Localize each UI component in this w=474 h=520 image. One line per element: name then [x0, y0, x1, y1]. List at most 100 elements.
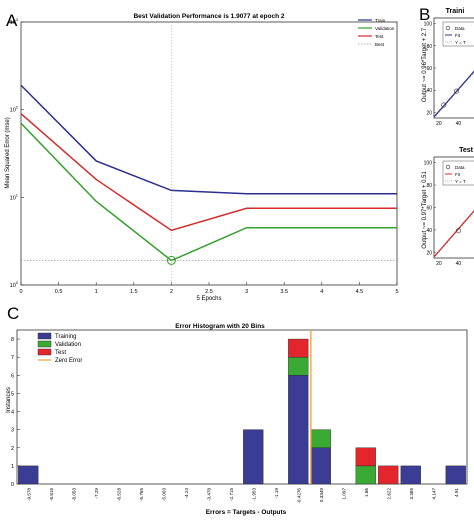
histogram-x-tick-label: -8.815 — [49, 488, 54, 501]
performance-x-tick-label: 4 — [320, 289, 323, 295]
histogram-bar-validation — [310, 429, 331, 448]
histogram-x-tick-label: -1.953 — [251, 488, 256, 501]
test-legend-label: Data — [455, 165, 465, 170]
histogram-legend-swatch-test — [37, 348, 52, 356]
test-title: Test — [459, 147, 474, 154]
performance-y-tick-label: 103 — [10, 17, 19, 26]
performance-y-tick-label: 102 — [10, 105, 19, 114]
histogram-legend-label-training: Training — [55, 334, 76, 340]
performance-x-tick-label: 4.5 — [356, 289, 364, 295]
test-legend-label: Fit — [455, 172, 461, 177]
best-performance-marker — [166, 255, 176, 265]
histogram-legend-label-validation: Validation — [55, 342, 81, 348]
histogram-bar-validation — [355, 465, 376, 485]
legend-label-validation: Validation — [375, 26, 395, 31]
test-y-axis-label: Output ~= 0.97*Target + 0.51 — [422, 171, 428, 249]
histogram-y-axis-label: Instances — [6, 387, 12, 413]
histogram-legend-swatch-training — [37, 332, 52, 340]
histogram-x-tick-label: -9.578 — [26, 488, 31, 501]
training-fit-line — [433, 70, 474, 118]
histogram-bar-training — [243, 429, 264, 485]
histogram-x-tick-label: -3.478 — [206, 488, 211, 501]
test-y-tick-label: 80 — [426, 183, 432, 189]
performance-x-tick-label: 5 — [395, 289, 398, 295]
histogram-legend-swatch-validation — [37, 340, 52, 348]
performance-x-tick-label: 2 — [170, 289, 173, 295]
histogram-x-tick-label: 4.91 — [454, 488, 459, 497]
histogram-x-tick-label: -1.19 — [274, 488, 279, 499]
performance-plot: Best Validation Performance is 1.9077 at… — [5, 13, 399, 302]
performance-x-tick-label: 1 — [95, 289, 98, 295]
histogram-x-tick-label: 1.86 — [364, 488, 369, 497]
histogram-x-tick-label: -5.003 — [161, 488, 166, 501]
performance-x-tick-label: 3.5 — [280, 289, 288, 295]
test-fit-line — [433, 210, 474, 258]
histogram-y-tick-label: 1 — [11, 464, 14, 470]
histogram-y-tick-label: 8 — [11, 337, 14, 343]
histogram-legend-label-test: Test — [55, 350, 66, 356]
performance-x-tick-label: 0 — [19, 289, 22, 295]
histogram-x-tick-label: -6.528 — [116, 488, 121, 501]
performance-x-tick-label: 2.5 — [205, 289, 213, 295]
histogram-x-tick-label: 0.3349 — [319, 488, 324, 502]
histogram-x-tick-label: 4.147 — [431, 488, 436, 500]
histogram-axes-box — [16, 329, 468, 485]
test-y-tick-label: 40 — [426, 228, 432, 234]
legend-label-best: Best — [375, 42, 385, 47]
legend-label-test: Test — [375, 34, 384, 39]
series-line-test — [20, 113, 397, 232]
test-data-point — [455, 228, 461, 234]
histogram-bar-training — [310, 447, 331, 485]
histogram-x-tick-label: -7.29 — [94, 488, 99, 499]
test-legend-label: Y = T — [455, 179, 466, 184]
training-y-tick-label: 40 — [426, 88, 432, 94]
series-line-train — [20, 84, 397, 195]
training-x-tick-label: 20 — [436, 121, 442, 127]
histogram-x-tick-label: -5.765 — [139, 488, 144, 501]
training-data-point — [441, 102, 447, 108]
histogram-x-tick-label: 3.385 — [409, 488, 414, 500]
performance-title: Best Validation Performance is 1.9077 at… — [133, 13, 284, 20]
performance-y-axis-label: Mean Squared Error (mse) — [5, 117, 11, 188]
test-y-tick-label: 60 — [426, 206, 432, 212]
histogram-y-tick-label: 3 — [11, 428, 14, 434]
performance-y-tick-label: 100 — [10, 280, 19, 289]
error-histogram: Error Histogram with 20 Bins Instances E… — [6, 323, 468, 516]
legend-label-train: Train — [375, 18, 386, 23]
histogram-y-tick-label: 2 — [11, 446, 14, 452]
histogram-y-tick-label: 5 — [11, 391, 14, 397]
histogram-bar-validation — [288, 356, 309, 376]
histogram-bar-test — [355, 447, 376, 467]
test-y-tick-label: 100 — [424, 161, 433, 167]
histogram-x-tick-label: -4.24 — [184, 488, 189, 499]
histogram-title: Error Histogram with 20 Bins — [175, 323, 265, 330]
performance-x-tick-label: 0.5 — [55, 289, 63, 295]
panel-label-b: B — [419, 5, 430, 24]
training-legend-label: Y = T — [455, 40, 466, 45]
training-y-tick-label: 60 — [426, 66, 432, 72]
training-title: Traini — [446, 8, 465, 15]
test-y-tick-label: 20 — [426, 250, 432, 256]
training-legend-label: Data — [455, 26, 465, 31]
histogram-x-tick-label: 2.622 — [386, 488, 391, 500]
performance-axes-box — [20, 21, 398, 286]
training-x-tick-label: 40 — [456, 121, 462, 127]
histogram-bar-training — [18, 465, 39, 485]
panel-label-c: C — [7, 304, 19, 323]
training-data-point — [453, 88, 459, 94]
training-y-axis-label: Output ~= 0.96*Target + 2.7 — [422, 27, 428, 102]
training-regression-plot: Traini Output ~= 0.96*Target + 2.7 20 40 6… — [422, 8, 474, 127]
training-legend-marker — [445, 25, 451, 31]
performance-y-tick-label: 101 — [10, 192, 19, 201]
histogram-legend-label-zero-error: Zero Error — [55, 358, 82, 364]
training-y-tick-label: 100 — [424, 22, 433, 28]
performance-x-axis-label: 5 Epochs — [196, 296, 221, 302]
test-legend-marker — [445, 164, 451, 170]
histogram-y-tick-label: 7 — [11, 355, 14, 361]
performance-x-tick-label: 3 — [245, 289, 248, 295]
training-y-tick-label: 80 — [426, 44, 432, 50]
histogram-x-axis-label: Errors = Targets - Outputs — [206, 509, 287, 516]
test-regression-plot: Test Output ~= 0.97*Target + 0.51 20 40 60… — [422, 147, 474, 267]
series-line-validation — [20, 122, 397, 262]
